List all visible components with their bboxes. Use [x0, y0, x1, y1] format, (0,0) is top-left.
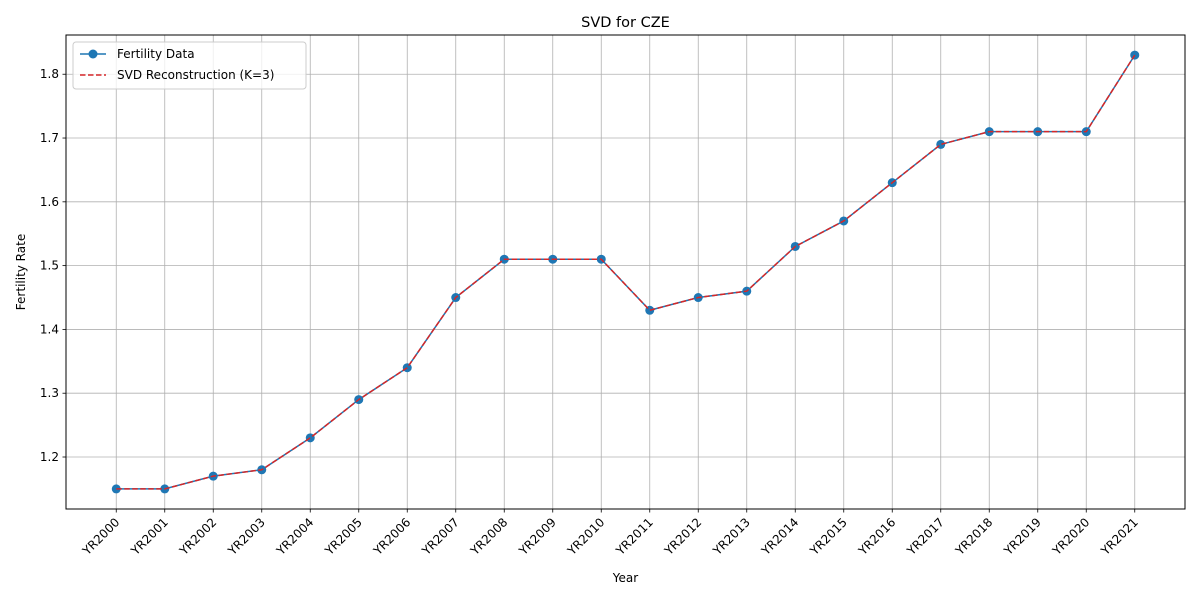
x-tick-label: YR2009: [516, 515, 559, 558]
x-axis-label: Year: [612, 571, 638, 585]
x-tick-label: YR2013: [710, 515, 753, 558]
series-layer: [111, 50, 1140, 494]
x-tick-label: YR2012: [661, 515, 704, 558]
x-tick-label: YR2015: [807, 515, 850, 558]
y-tick-label: 1.6: [40, 195, 59, 209]
x-tick-label: YR2006: [370, 515, 413, 558]
y-tick-label: 1.7: [40, 131, 59, 145]
x-tick-label: YR2014: [758, 515, 801, 558]
x-tick-label: YR2019: [1001, 515, 1044, 558]
series-line-svd-reconstruction: [116, 54, 1136, 490]
legend: Fertility Data SVD Reconstruction (K=3): [72, 41, 307, 90]
y-tick-label: 1.3: [40, 386, 59, 400]
x-tick-label: YR2008: [467, 515, 510, 558]
legend-frame: [72, 41, 307, 90]
x-tick-label: YR2021: [1098, 515, 1141, 558]
x-tick-label: YR2003: [225, 515, 268, 558]
y-tick-label: 1.4: [40, 322, 59, 336]
y-tick-label: 1.5: [40, 259, 59, 273]
x-tick-label: YR2000: [79, 515, 122, 558]
y-axis-label: Fertility Rate: [14, 234, 28, 310]
x-tick-label: YR2016: [855, 515, 898, 558]
x-tick-label: YR2004: [273, 515, 316, 558]
x-tick-label: YR2010: [564, 515, 607, 558]
grid: [66, 35, 1185, 509]
y-tick-label: 1.8: [40, 67, 59, 81]
x-tick-label: YR2018: [952, 515, 995, 558]
series-line-fertility-data: [116, 54, 1136, 490]
x-tick-label: YR2011: [613, 515, 656, 558]
x-tick-label: YR2020: [1049, 515, 1092, 558]
x-tick-label: YR2002: [176, 515, 219, 558]
y-tick-label: 1.2: [40, 450, 59, 464]
x-axis: YR2000 YR2001 YR2002 YR2003 YR2004 YR2005 YR20…: [79, 509, 1141, 559]
legend-marker-fertility-data: [88, 49, 98, 59]
y-axis: 1.2 1.3 1.4 1.5 1.6 1.7 1.8: [40, 67, 66, 464]
legend-label-fertility-data: Fertility Data: [117, 47, 195, 61]
plot-frame: [65, 34, 1186, 510]
x-tick-label: YR2017: [904, 515, 947, 558]
x-tick-label: YR2005: [322, 515, 365, 558]
x-tick-label: YR2001: [128, 515, 171, 558]
chart-title: SVD for CZE: [581, 15, 670, 31]
legend-label-svd-reconstruction: SVD Reconstruction (K=3): [117, 68, 274, 82]
x-tick-label: YR2007: [419, 515, 462, 558]
